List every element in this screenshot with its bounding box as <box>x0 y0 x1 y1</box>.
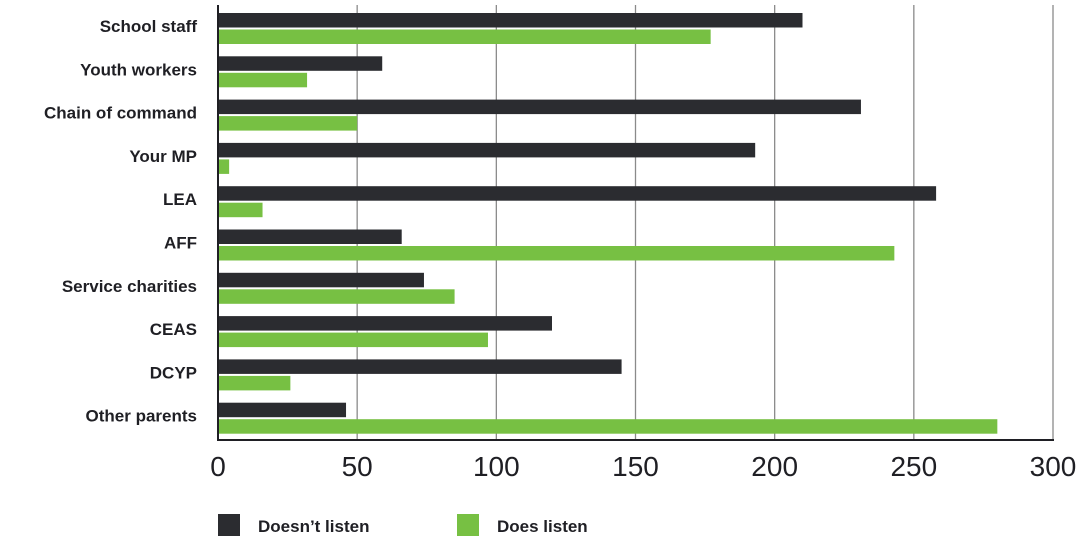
bar-doesnt-listen-1 <box>218 56 382 71</box>
x-tick-label-0: 0 <box>210 451 226 482</box>
bar-doesnt-listen-4 <box>218 186 936 201</box>
bar-does-listen-0 <box>218 30 711 45</box>
category-label-1: Youth workers <box>80 60 197 79</box>
bar-doesnt-listen-0 <box>218 13 803 28</box>
x-tick-labels: 0 50 100 150 200 250 300 <box>210 451 1076 482</box>
grid-lines <box>357 5 1053 440</box>
x-tick-label-150: 150 <box>612 451 659 482</box>
x-tick-label-200: 200 <box>751 451 798 482</box>
category-label-7: CEAS <box>150 320 197 339</box>
bar-doesnt-listen-9 <box>218 403 346 418</box>
bar-does-listen-5 <box>218 246 894 261</box>
bar-does-listen-4 <box>218 203 263 218</box>
bar-doesnt-listen-2 <box>218 100 861 115</box>
bar-doesnt-listen-3 <box>218 143 755 158</box>
legend: Doesn’t listen Does listen <box>218 514 588 536</box>
x-tick-label-100: 100 <box>473 451 520 482</box>
bar-doesnt-listen-5 <box>218 230 402 245</box>
bar-does-listen-8 <box>218 376 290 391</box>
category-label-3: Your MP <box>129 147 197 166</box>
bar-doesnt-listen-6 <box>218 273 424 288</box>
bar-does-listen-7 <box>218 333 488 348</box>
x-tick-label-250: 250 <box>890 451 937 482</box>
bar-doesnt-listen-7 <box>218 316 552 331</box>
category-label-4: LEA <box>163 190 197 209</box>
legend-swatch-does-listen <box>457 514 479 536</box>
bars <box>218 13 997 434</box>
x-tick-label-300: 300 <box>1030 451 1077 482</box>
legend-label-does-listen: Does listen <box>497 517 588 536</box>
x-tick-label-50: 50 <box>342 451 373 482</box>
category-label-8: DCYP <box>150 363 197 382</box>
bar-does-listen-9 <box>218 419 997 434</box>
category-label-2: Chain of command <box>44 104 197 123</box>
category-label-6: Service charities <box>62 277 197 296</box>
legend-swatch-doesnt-listen <box>218 514 240 536</box>
bar-does-listen-3 <box>218 159 229 174</box>
category-labels: School staff Youth workers Chain of comman… <box>44 17 197 426</box>
legend-label-doesnt-listen: Doesn’t listen <box>258 517 369 536</box>
category-label-5: AFF <box>164 234 197 253</box>
bar-doesnt-listen-8 <box>218 359 622 374</box>
bar-does-listen-1 <box>218 73 307 88</box>
bar-does-listen-6 <box>218 289 455 304</box>
bar-does-listen-2 <box>218 116 357 131</box>
category-label-0: School staff <box>100 17 198 36</box>
category-label-9: Other parents <box>86 407 197 426</box>
